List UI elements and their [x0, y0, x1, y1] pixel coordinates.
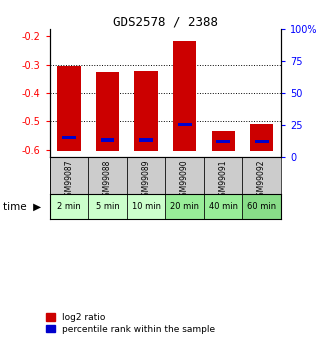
Bar: [50, 157, 88, 194]
Bar: [165, 157, 204, 194]
Bar: [216, 140, 230, 143]
Bar: [204, 157, 242, 194]
Bar: [242, 194, 281, 219]
Bar: [100, 138, 115, 142]
Bar: [165, 194, 204, 219]
Text: GSM99087: GSM99087: [65, 159, 74, 201]
Bar: [212, 131, 235, 151]
Text: 2 min: 2 min: [57, 202, 81, 211]
Text: GSM99090: GSM99090: [180, 159, 189, 201]
Text: GSM99088: GSM99088: [103, 159, 112, 201]
Bar: [250, 124, 273, 151]
Legend: log2 ratio, percentile rank within the sample: log2 ratio, percentile rank within the s…: [46, 313, 216, 334]
Bar: [96, 72, 119, 151]
Bar: [62, 136, 76, 139]
Bar: [178, 123, 192, 126]
Text: 5 min: 5 min: [96, 202, 119, 211]
Bar: [88, 157, 127, 194]
Bar: [50, 194, 88, 219]
Bar: [139, 138, 153, 142]
Title: GDS2578 / 2388: GDS2578 / 2388: [113, 15, 218, 28]
Bar: [173, 41, 196, 151]
Text: time  ▶: time ▶: [3, 201, 41, 211]
Text: 10 min: 10 min: [132, 202, 160, 211]
Bar: [204, 194, 242, 219]
Text: GSM99092: GSM99092: [257, 159, 266, 201]
Bar: [127, 194, 165, 219]
Bar: [255, 140, 269, 143]
Bar: [134, 71, 158, 151]
Bar: [242, 157, 281, 194]
Bar: [57, 66, 81, 151]
Text: GSM99091: GSM99091: [219, 159, 228, 201]
Bar: [127, 157, 165, 194]
Text: 40 min: 40 min: [209, 202, 238, 211]
Text: 60 min: 60 min: [247, 202, 276, 211]
Text: GSM99089: GSM99089: [142, 159, 151, 201]
Text: 20 min: 20 min: [170, 202, 199, 211]
Bar: [88, 194, 127, 219]
